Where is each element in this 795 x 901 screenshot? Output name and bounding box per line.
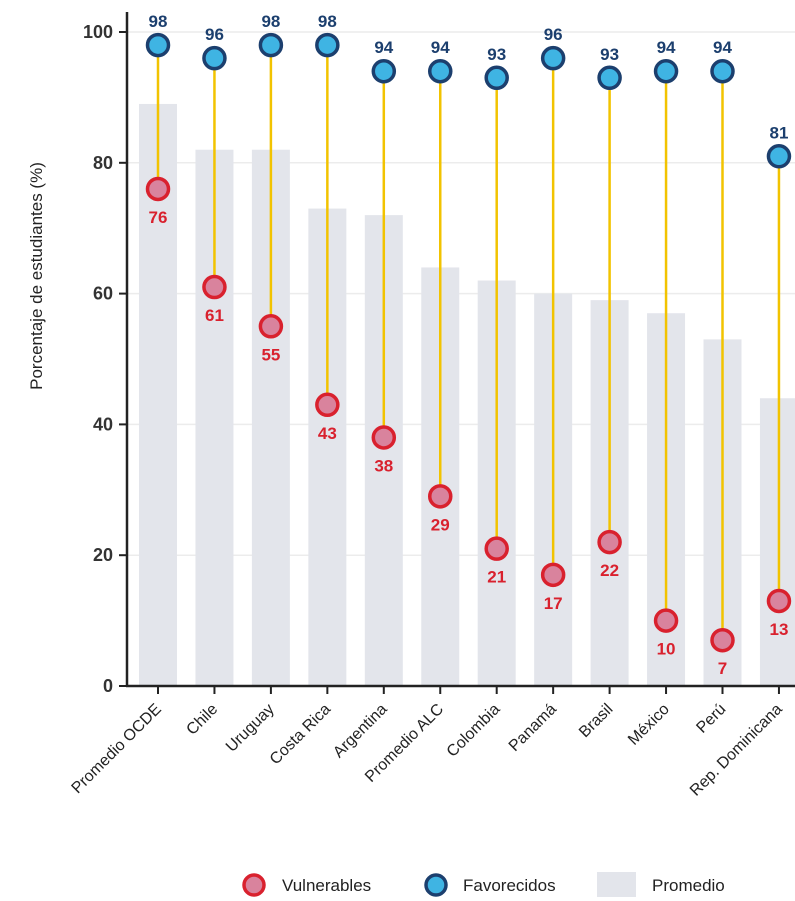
vulnerables-value-label: 29 xyxy=(431,515,450,534)
favorecidos-value-label: 94 xyxy=(657,38,676,57)
favorecidos-point xyxy=(258,32,284,58)
legend-vulnerables-marker xyxy=(242,873,266,897)
legend-favorecidos-marker xyxy=(424,873,448,897)
favorecidos-point xyxy=(766,144,792,169)
category-label: Perú xyxy=(693,701,729,737)
vulnerables-value-label: 55 xyxy=(261,345,280,364)
favorecidos-point xyxy=(428,58,453,84)
category-label: Panamá xyxy=(506,701,560,755)
favorecidos-value-label: 96 xyxy=(544,25,563,44)
vulnerables-value-label: 22 xyxy=(600,561,619,580)
connector-lines xyxy=(156,45,781,641)
vulnerables-point xyxy=(653,608,679,633)
legend-promedio-label: Promedio xyxy=(652,876,725,895)
legend-item-promedio: Promedio xyxy=(597,872,725,897)
favorecidos-point xyxy=(145,32,171,58)
y-axis-label: Porcentaje de estudiantes (%) xyxy=(27,162,46,390)
vulnerables-point xyxy=(710,627,735,653)
vulnerables-point xyxy=(258,314,284,339)
favorecidos-value-label: 98 xyxy=(318,12,337,31)
y-tick-label: 20 xyxy=(93,545,113,565)
favorecidos-point xyxy=(202,45,227,71)
y-tick-labels: 0 20 40 60 80 100 xyxy=(83,22,113,696)
favorecidos-value-label: 93 xyxy=(600,45,619,64)
category-label: Uruguay xyxy=(223,701,278,756)
data-labels: 98 76 96 61 98 55 98 43 94 38 94 29 93 21 96 17 93 22 94 10… xyxy=(149,12,789,678)
favorecidos-value-label: 81 xyxy=(769,123,788,142)
y-tick-label: 60 xyxy=(93,284,113,304)
favorecidos-value-label: 93 xyxy=(487,45,506,64)
favorecidos-point xyxy=(484,65,509,91)
favorecidos-point xyxy=(540,45,566,71)
y-tick-label: 100 xyxy=(83,22,113,42)
vulnerables-point xyxy=(315,392,340,418)
favorecidos-point xyxy=(371,58,397,84)
y-tick-label: 40 xyxy=(93,414,113,434)
legend: Vulnerables Favorecidos Promedio xyxy=(242,872,725,897)
category-label: Promedio OCDE xyxy=(69,701,165,797)
favorecidos-value-label: 94 xyxy=(431,38,450,57)
favorecidos-point xyxy=(653,58,679,84)
vulnerables-value-label: 13 xyxy=(769,620,788,639)
legend-vulnerables-label: Vulnerables xyxy=(282,876,371,895)
vulnerables-value-label: 76 xyxy=(149,208,168,227)
favorecidos-value-label: 94 xyxy=(713,38,732,57)
y-tick-label: 80 xyxy=(93,153,113,173)
vulnerables-value-label: 10 xyxy=(657,640,676,659)
vulnerables-value-label: 17 xyxy=(544,594,563,613)
favorecidos-value-label: 94 xyxy=(374,38,393,57)
vulnerables-value-label: 21 xyxy=(487,568,506,587)
vulnerables-point xyxy=(371,425,397,450)
category-label: Argentina xyxy=(330,701,391,762)
vulnerables-point xyxy=(540,562,566,588)
data-points xyxy=(145,32,792,653)
vulnerables-point xyxy=(428,484,453,509)
category-label: Brasil xyxy=(576,701,616,741)
legend-item-favorecidos: Favorecidos xyxy=(424,873,556,897)
legend-item-vulnerables: Vulnerables xyxy=(242,873,371,897)
legend-favorecidos-label: Favorecidos xyxy=(463,876,556,895)
vulnerables-value-label: 61 xyxy=(205,306,224,325)
favorecidos-point xyxy=(597,65,622,91)
favorecidos-point xyxy=(710,58,735,84)
y-tick-label: 0 xyxy=(103,676,113,696)
category-label: Chile xyxy=(183,701,221,739)
vulnerables-point xyxy=(484,536,509,561)
vulnerables-value-label: 38 xyxy=(374,456,393,475)
vulnerables-value-label: 43 xyxy=(318,424,337,443)
favorecidos-value-label: 96 xyxy=(205,25,224,44)
category-label: México xyxy=(625,701,673,749)
favorecidos-value-label: 98 xyxy=(261,12,280,31)
favorecidos-point xyxy=(315,32,340,58)
category-label: Costa Rica xyxy=(267,701,334,768)
vulnerables-point xyxy=(766,588,792,614)
vulnerables-point xyxy=(145,176,171,202)
vulnerables-point xyxy=(202,274,227,300)
average-bar xyxy=(759,398,795,686)
vulnerables-point xyxy=(597,529,622,555)
vulnerables-value-label: 7 xyxy=(718,659,727,678)
legend-promedio-swatch xyxy=(597,872,636,897)
axes xyxy=(119,12,795,694)
average-bars xyxy=(139,103,795,687)
favorecidos-value-label: 98 xyxy=(149,12,168,31)
category-label: Colombia xyxy=(444,701,504,761)
